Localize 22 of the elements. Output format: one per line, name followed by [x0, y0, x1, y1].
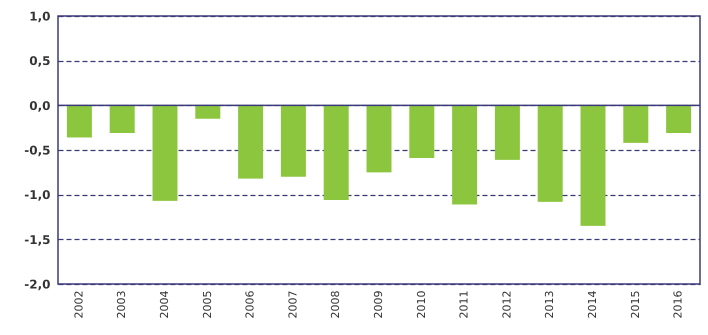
x-tick-label: 2003	[115, 290, 128, 318]
y-tick-label: -2,0	[24, 278, 50, 292]
y-tick-label: 0,5	[29, 54, 50, 68]
x-tick-label: 2013	[543, 290, 556, 318]
x-tick-label: 2016	[672, 290, 685, 318]
x-tick-label: 2005	[200, 290, 214, 318]
x-tick-label: 2004	[158, 290, 171, 318]
x-tick-label: 2012	[500, 290, 514, 318]
y-tick-label: -1,0	[24, 188, 50, 202]
y-tick-label: -1,5	[24, 232, 50, 247]
x-tick-label: 2011	[458, 290, 471, 318]
x-tick-label: 2002	[72, 290, 86, 318]
x-tick-label: 2015	[628, 290, 642, 318]
x-tick-label: 2008	[329, 290, 342, 318]
x-tick-label: 2006	[244, 290, 257, 318]
y-tick-label: 1,0	[29, 10, 50, 24]
y-tick-label: -0,5	[24, 144, 50, 158]
x-tick-label: 2007	[286, 290, 300, 318]
y-tick-label: 0,0	[29, 98, 50, 113]
x-tick-label: 2010	[414, 290, 428, 318]
x-tick-label: 2009	[372, 290, 385, 318]
x-tick-label: 2014	[586, 290, 599, 318]
